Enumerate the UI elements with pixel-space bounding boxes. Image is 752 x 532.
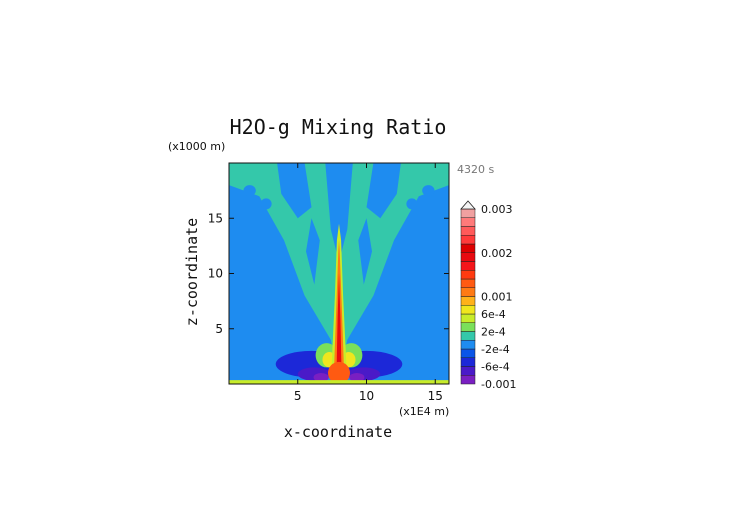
blue-blob-left-2	[260, 198, 272, 210]
blue-blob-right-2	[406, 198, 418, 210]
colorbar-segment	[460, 375, 476, 385]
chart-title: H2O-g Mixing Ratio	[230, 115, 447, 139]
colorbar-tick-label: -2e-4	[481, 343, 510, 356]
colorbar-segment	[460, 261, 476, 271]
colorbar-extend-triangle	[460, 200, 476, 210]
colorbar-segment	[460, 357, 476, 367]
colorbar-segment	[460, 208, 476, 218]
y-axis-label: z-coordinate	[183, 218, 201, 326]
x-axis-label: x-coordinate	[284, 423, 392, 441]
colorbar-segment	[460, 313, 476, 323]
plume-base-orange	[328, 361, 350, 384]
colorbar-tick-label: 0.003	[481, 203, 513, 216]
colorbar-segment	[460, 366, 476, 376]
colorbar-segment	[460, 305, 476, 315]
negative-region-left	[229, 185, 339, 384]
upper-blue-left	[277, 163, 312, 219]
colorbar-segment	[460, 322, 476, 332]
x-unit-label: (x1E4 m)	[399, 405, 449, 418]
colorbar-segment	[460, 226, 476, 236]
colorbar-tick-label: 0.002	[481, 247, 513, 260]
colorbar-segment	[460, 235, 476, 245]
colorbar-segment	[460, 340, 476, 350]
y-tick-label: 5	[215, 322, 223, 336]
surface-strip	[229, 380, 449, 384]
x-tick-label: 15	[428, 389, 443, 403]
colorbar-tick-label: 0.001	[481, 291, 513, 304]
colorbar-segment	[460, 243, 476, 253]
x-tick-label: 5	[294, 389, 302, 403]
upper-blue-center	[325, 163, 353, 263]
negative-region-right	[339, 185, 449, 384]
y-tick-label: 15	[208, 211, 223, 225]
colorbar-segment	[460, 278, 476, 288]
time-label: 4320 s	[457, 163, 494, 176]
upper-blue-mid-right	[358, 218, 372, 285]
colorbar-segment	[460, 296, 476, 306]
colorbar-tick-label: 2e-4	[481, 326, 506, 339]
colorbar-tick-label: -0.001	[481, 378, 516, 391]
colorbar-tick-label: -6e-4	[481, 361, 510, 374]
contour-field	[229, 163, 449, 384]
blue-blob-right	[422, 185, 435, 197]
outflow-purple-left	[313, 372, 329, 382]
colorbar-segment	[460, 270, 476, 280]
upper-blue-right	[366, 163, 401, 219]
y-tick-label: 10	[208, 267, 223, 281]
y-axis-ticks: 5 10 15	[208, 211, 449, 336]
y-unit-label: (x1000 m)	[168, 140, 225, 153]
plume-core	[336, 273, 342, 384]
upper-blue-mid-left	[306, 218, 320, 285]
blue-blob-left	[243, 185, 256, 197]
x-tick-label: 10	[359, 389, 374, 403]
outflow-purple-right	[349, 372, 365, 382]
colorbar-tick-label: 6e-4	[481, 308, 506, 321]
colorbar-segment	[460, 217, 476, 227]
colorbar: 0.003 0.002 0.001 6e-4 2e-4 -2e-4 -6e-4 -0.001	[460, 200, 516, 391]
colorbar-segment	[460, 331, 476, 341]
colorbar-segment	[460, 252, 476, 262]
x-axis-ticks: 5 10 15	[294, 163, 443, 403]
colorbar-segment	[460, 348, 476, 358]
colorbar-segment	[460, 287, 476, 297]
